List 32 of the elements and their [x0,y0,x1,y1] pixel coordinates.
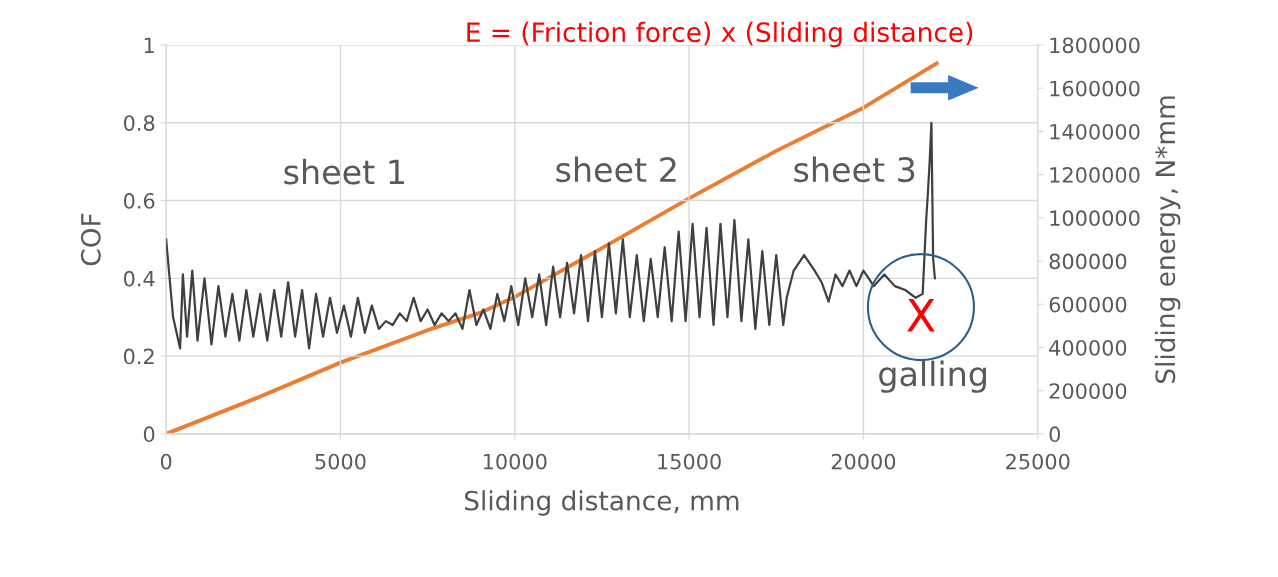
annotation: sheet 2 [556,156,676,183]
y2-tick-label: 1600000 [1050,80,1140,97]
y2-tick-label: 1000000 [1050,210,1140,227]
x-tick-label: 20000 [831,453,896,470]
annotation: sheet 3 [794,156,915,183]
annotation: X [907,299,935,332]
x-tick-label: 25000 [1006,453,1070,470]
annotation: sheet 1 [284,158,404,185]
annotation: galling [879,360,986,393]
y-tick-label: 0.2 [123,348,154,365]
y2-tick-label: 1200000 [1050,167,1140,183]
y2-tick-label: 1400000 [1050,123,1140,140]
y2-tick-label: 1800000 [1050,37,1140,54]
x-tick-label: 15000 [658,453,721,470]
y-tick-label: 0.4 [123,270,155,287]
y-tick-label: 1 [144,37,154,53]
x-axis-title: Sliding distance, mm [465,490,739,516]
line-series [166,121,936,350]
y-tick-label: 0 [143,426,155,443]
y-tick-label: 0.8 [123,115,155,131]
y2-tick-label: 600000 [1049,296,1127,313]
x-tick-label: 5000 [315,453,366,470]
chart-title: E = (Friction force) x (Sliding distance) [467,21,973,48]
y2-axis-title: Sliding energy, N*mm [1154,96,1181,383]
x-tick-label: 10000 [483,453,547,470]
y2-tick-label: 200000 [1049,383,1127,399]
y2-tick-label: 800000 [1049,253,1127,270]
y-tick-label: 0.6 [123,193,155,209]
y-axis-title: COF [80,213,101,266]
x-tick-label: 0 [160,453,172,470]
y2-tick-label: 0 [1049,426,1061,443]
y2-tick-label: 400000 [1049,339,1127,356]
